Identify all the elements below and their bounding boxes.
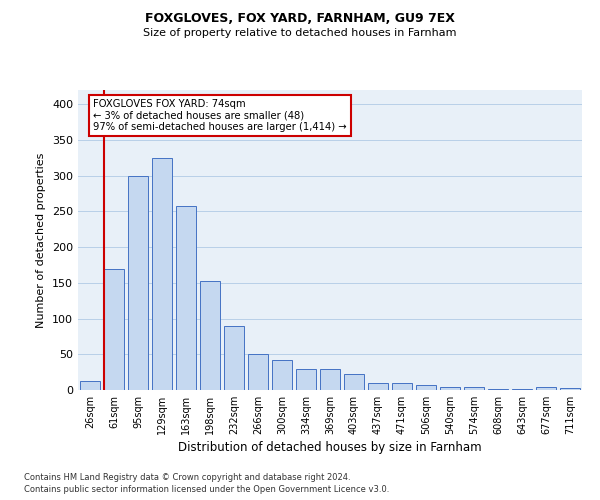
Bar [320,368,340,390]
Bar [80,382,100,390]
Text: Contains HM Land Registry data © Crown copyright and database right 2024.: Contains HM Land Registry data © Crown c… [24,474,350,482]
Y-axis label: Number of detached properties: Number of detached properties [37,152,46,328]
Bar [152,158,172,390]
Text: FOXGLOVES FOX YARD: 74sqm
← 3% of detached houses are smaller (48)
97% of semi-d: FOXGLOVES FOX YARD: 74sqm ← 3% of detach… [93,98,347,132]
Bar [176,206,196,390]
Bar [248,354,268,390]
Bar [464,387,484,390]
Bar [224,326,244,390]
Text: Size of property relative to detached houses in Farnham: Size of property relative to detached ho… [143,28,457,38]
Bar [344,374,364,390]
Bar [536,387,556,390]
Bar [200,282,220,390]
Bar [512,388,532,390]
Bar [440,387,460,390]
Bar [392,383,412,390]
Bar [488,388,508,390]
Bar [104,268,124,390]
Bar [272,360,292,390]
Bar [368,383,388,390]
Bar [128,176,148,390]
Text: Contains public sector information licensed under the Open Government Licence v3: Contains public sector information licen… [24,485,389,494]
Bar [560,388,580,390]
X-axis label: Distribution of detached houses by size in Farnham: Distribution of detached houses by size … [178,441,482,454]
Bar [296,368,316,390]
Text: FOXGLOVES, FOX YARD, FARNHAM, GU9 7EX: FOXGLOVES, FOX YARD, FARNHAM, GU9 7EX [145,12,455,26]
Bar [416,385,436,390]
